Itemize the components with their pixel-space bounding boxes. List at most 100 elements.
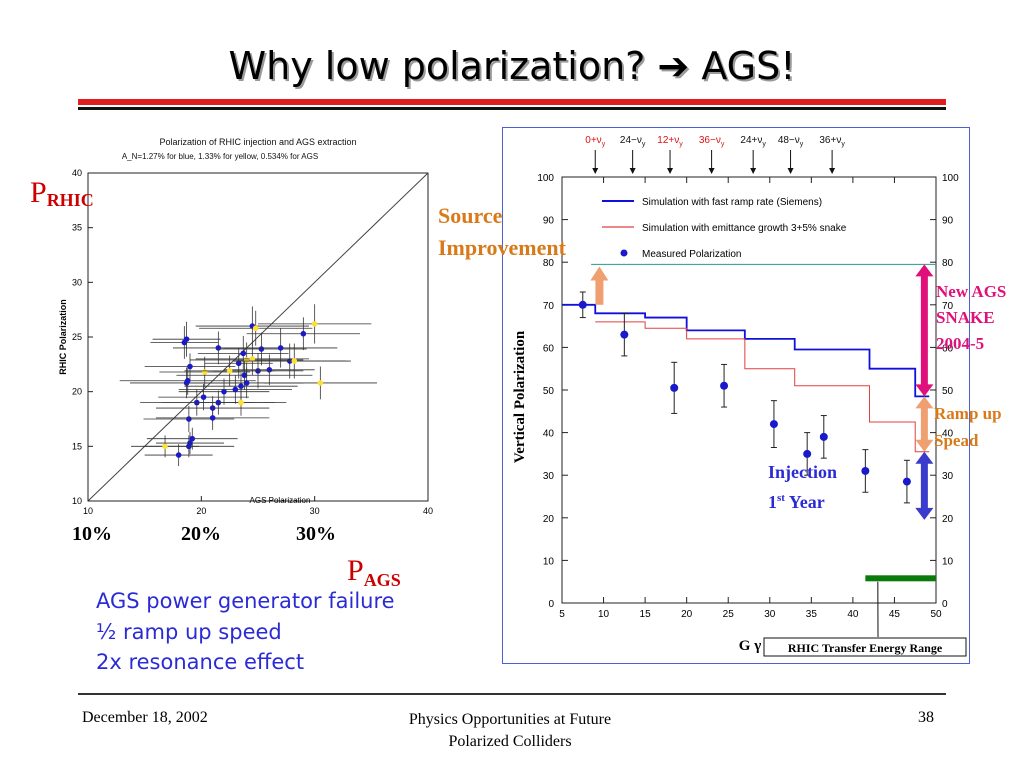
left-point-yellow-2 [201, 369, 208, 375]
left-point-yellow-0 [252, 325, 259, 332]
right-top-label-4: 24+νy [740, 135, 766, 148]
right-x-tick-label-7: 40 [847, 609, 859, 620]
pct-10-label: 10% [72, 523, 112, 545]
left-y-tick-label-0: 10 [72, 496, 82, 506]
left-point-blue-9 [277, 345, 284, 351]
left-point-blue-20 [266, 367, 273, 373]
right-top-arrow-head-1 [629, 168, 636, 174]
left-chart-subtitle: A_N=1.27% for blue, 1.33% for yellow, 0.… [122, 152, 318, 161]
pct-30-label: 30% [296, 523, 336, 545]
left-point-yellow-6 [317, 380, 324, 386]
right-y-tick-label-3: 30 [543, 471, 555, 482]
right-y-tick-label-r-10: 100 [942, 173, 959, 184]
left-point-blue-28 [175, 452, 182, 458]
right-x-tick-label-8: 45 [889, 609, 901, 620]
left-point-yellow-4 [249, 356, 256, 362]
right-series-line-1 [595, 321, 930, 453]
footer-rule [78, 693, 946, 695]
right-top-arrow-head-0 [592, 168, 599, 174]
right-transfer-range-bar [865, 575, 936, 582]
right-measured-point-0 [578, 300, 587, 309]
left-point-blue-13 [184, 377, 191, 384]
left-point-blue-1 [183, 336, 190, 342]
left-point-yellow-3 [243, 357, 250, 363]
right-y-tick-label-0: 0 [548, 599, 554, 610]
right-x-tick-label-3: 20 [681, 609, 693, 620]
left-y-tick-label-1: 15 [72, 441, 82, 451]
injection-arrow-head-up [915, 451, 934, 464]
footer-center: Physics Opportunities at Future Polarized… [408, 711, 612, 750]
left-point-blue-16 [221, 388, 227, 395]
left-point-blue-19 [243, 380, 250, 386]
left-point-blue-5 [240, 350, 247, 357]
right-y-tick-label-4: 40 [543, 429, 555, 440]
right-top-label-3: 36−νy [699, 135, 725, 148]
left-point-blue-25 [209, 415, 216, 421]
left-point-blue-27 [189, 435, 196, 442]
right-measured-point-3 [720, 381, 729, 390]
right-y-tick-label-8: 80 [543, 258, 555, 269]
title-rule-red [78, 99, 946, 105]
right-top-label-5: 48−νy [778, 135, 804, 148]
right-y-tick-label-r-2: 20 [942, 514, 954, 525]
right-legend-marker-2 [620, 249, 628, 257]
bullet-3: 2x resonance effect [96, 650, 305, 674]
right-y-tick-label-r-5: 50 [942, 386, 954, 397]
left-diagonal-line [87, 172, 429, 502]
right-x-tick-label-2: 15 [640, 609, 652, 620]
left-point-blue-23 [241, 372, 248, 379]
left-point-yellow-1 [311, 321, 318, 327]
left-x-axis-label: AGS Polarization [250, 496, 311, 505]
right-x-tick-label-5: 30 [764, 609, 776, 620]
left-x-tick-label-0: 10 [83, 506, 93, 516]
right-legend-text-2: Measured Polarization [642, 249, 742, 260]
injection-label: Injection 1st Year [768, 462, 837, 512]
left-chart-title: Polarization of RHIC injection and AGS e… [159, 137, 356, 147]
left-point-yellow-7 [226, 368, 233, 374]
left-point-blue-18 [238, 383, 244, 390]
new-snake-arrow-head-up [915, 264, 934, 277]
right-y-tick-label-r-0: 0 [942, 599, 948, 610]
right-x-tick-label-4: 25 [723, 609, 735, 620]
left-y-tick-label-5: 35 [72, 223, 82, 233]
right-transfer-label-box [763, 637, 967, 657]
right-y-tick-label-r-6: 60 [942, 343, 954, 354]
left-y-axis-label: RHIC Polarization [58, 299, 68, 375]
right-legend-text-0: Simulation with fast ramp rate (Siemens) [642, 197, 822, 208]
pct-20-label: 20% [181, 523, 221, 545]
left-scatter-chart: Polarization of RHIC injection and AGS e… [58, 137, 433, 516]
left-y-tick-label-3: 25 [72, 332, 82, 342]
ramp-up-speed-label: Ramp up Spead [934, 404, 1002, 450]
right-top-label-1: 24−νy [620, 135, 646, 148]
right-y-tick-label-2: 20 [543, 514, 555, 525]
right-series-line-0 [562, 303, 930, 398]
right-top-arrow-head-6 [829, 168, 836, 174]
left-point-yellow-9 [162, 443, 168, 450]
right-top-label-0: 0+νy [585, 135, 605, 148]
left-x-tick-label-3: 40 [423, 506, 433, 516]
footer-date: December 18, 2002 [82, 709, 208, 726]
bullet-2: ½ ramp up speed [96, 620, 282, 644]
right-y-tick-label-r-7: 70 [942, 301, 954, 312]
left-point-yellow-5 [291, 358, 298, 364]
right-measured-point-2 [670, 383, 679, 392]
right-measured-point-8 [902, 477, 911, 486]
ramp-up-arrow-shaft [920, 406, 928, 442]
new-ags-snake-label: New AGS SNAKE 2004-5 [936, 282, 1007, 353]
new-snake-arrow-head-down [915, 384, 934, 397]
injection-arrow-head-down [915, 507, 934, 520]
left-point-blue-21 [200, 394, 207, 400]
left-y-tick-label-6: 40 [72, 168, 82, 178]
left-point-blue-4 [235, 360, 242, 367]
left-point-blue-17 [232, 386, 239, 393]
bullet-1: AGS power generator failure [96, 589, 395, 613]
left-point-blue-8 [258, 346, 265, 352]
slide-title: Why low polarization? ➔ AGS! [228, 44, 796, 88]
right-top-arrow-head-4 [750, 168, 757, 174]
right-measured-point-7 [861, 466, 870, 475]
left-y-tick-label-2: 20 [72, 387, 82, 397]
right-y-tick-label-10: 100 [537, 173, 554, 184]
right-top-arrow-head-2 [667, 168, 674, 174]
right-y-axis-label: Vertical Polarization [512, 330, 528, 463]
title-rule-dark [78, 107, 946, 110]
